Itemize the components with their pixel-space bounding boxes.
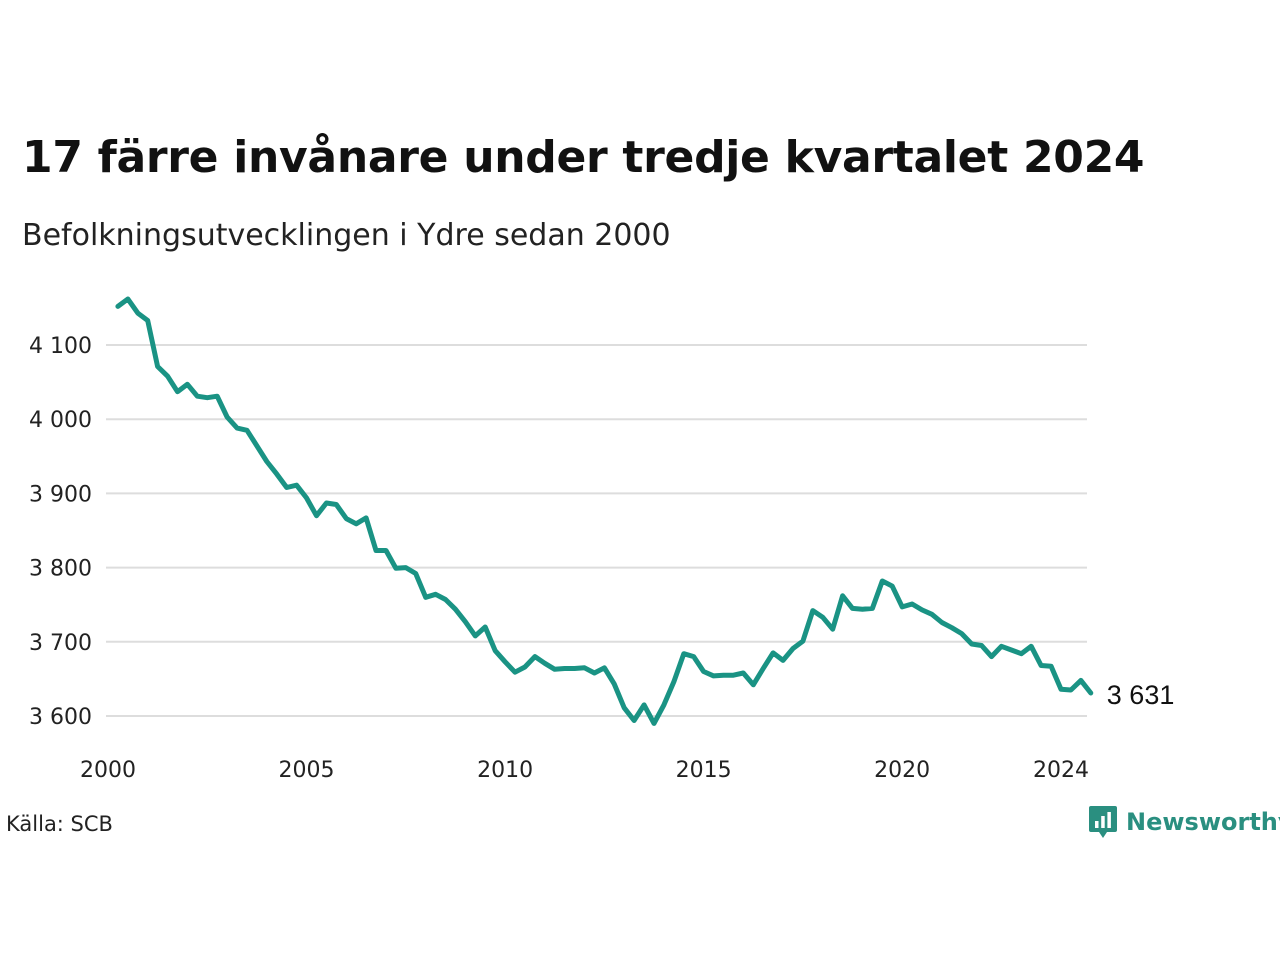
x-tick-label: 2000 <box>80 758 136 783</box>
x-tick-label: 2020 <box>874 758 930 783</box>
y-tick-label: 4 100 <box>29 334 92 359</box>
page-title: 17 färre invånare under tredje kvartalet… <box>22 132 1145 183</box>
series-layer <box>115 296 1094 726</box>
y-tick-label: 3 700 <box>29 631 92 656</box>
x-tick-label: 2010 <box>477 758 533 783</box>
x-tick-label: 2024 <box>1033 758 1089 783</box>
newsworthy-logo-icon <box>1089 806 1117 838</box>
y-tick-label: 4 000 <box>29 408 92 433</box>
population-line <box>115 296 1094 726</box>
source-note: Källa: SCB <box>6 812 113 836</box>
page-subtitle: Befolkningsutvecklingen i Ydre sedan 200… <box>22 218 671 253</box>
brand-logo[interactable]: Newsworthy <box>1088 804 1280 840</box>
y-axis-labels: 3 600 3 700 3 800 3 900 4 000 4 100 <box>29 334 92 730</box>
brand-name: Newsworthy <box>1126 808 1280 836</box>
x-tick-label: 2005 <box>279 758 335 783</box>
y-tick-label: 3 900 <box>29 482 92 507</box>
x-axis-labels: 2000 2005 2010 2015 2020 2024 <box>80 758 1089 783</box>
y-tick-label: 3 800 <box>29 557 92 582</box>
x-tick-label: 2015 <box>676 758 732 783</box>
y-tick-label: 3 600 <box>29 705 92 730</box>
grid-lines <box>106 344 1087 717</box>
end-value-label: 3 631 <box>1107 680 1175 710</box>
annotation-layer: 3 631 <box>1107 680 1175 710</box>
